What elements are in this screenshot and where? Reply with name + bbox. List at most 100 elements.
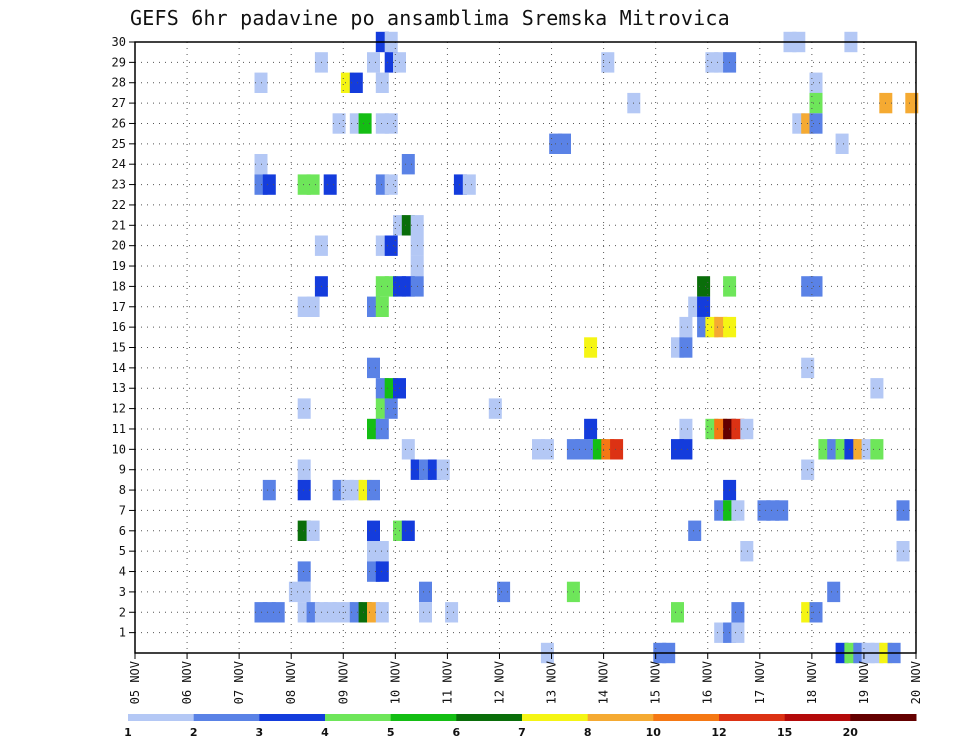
y-tick-label: 7 xyxy=(119,503,126,517)
heatmap-cell xyxy=(297,561,311,582)
heatmap-cell xyxy=(679,337,693,358)
heatmap-cell xyxy=(679,316,693,338)
y-tick-label: 28 xyxy=(112,76,126,90)
y-tick-label: 27 xyxy=(112,96,126,110)
y-tick-label: 19 xyxy=(112,259,126,273)
y-tick-label: 30 xyxy=(112,35,126,49)
heatmap-cell xyxy=(375,72,389,93)
heatmap-cell xyxy=(688,520,702,541)
y-tick-label: 1 xyxy=(119,626,126,640)
heatmap-cell xyxy=(905,92,919,114)
heatmap-cell xyxy=(679,439,693,460)
x-tick-label: 10 NOV xyxy=(388,661,402,704)
heatmap-cell xyxy=(601,52,615,73)
heatmap-cell xyxy=(323,174,337,195)
heatmap-cell xyxy=(262,174,276,195)
y-tick-label: 17 xyxy=(112,300,126,314)
heatmap-cell xyxy=(809,92,823,114)
heatmap-cell xyxy=(297,398,311,419)
x-tick-label: 18 NOV xyxy=(805,661,819,704)
legend-label: 15 xyxy=(777,726,792,739)
x-tick-label: 19 NOV xyxy=(857,661,871,704)
legend-swatch xyxy=(325,714,392,721)
legend-swatch xyxy=(390,714,457,721)
x-tick-label: 08 NOV xyxy=(284,661,298,704)
heatmap-cell xyxy=(870,439,884,460)
heatmap-cell xyxy=(419,602,432,623)
x-tick-label: 06 NOV xyxy=(180,661,194,704)
heatmap-cell xyxy=(462,174,476,195)
heatmap-cell xyxy=(297,459,311,480)
heatmap-cell xyxy=(375,561,389,582)
heatmap-cell xyxy=(827,581,841,603)
heatmap-cell xyxy=(835,133,849,154)
legend-swatch xyxy=(259,714,326,721)
y-tick-label: 13 xyxy=(112,381,126,395)
heatmap-cell xyxy=(540,439,554,460)
legend-label: 5 xyxy=(387,726,395,739)
heatmap-cell xyxy=(697,276,711,297)
y-tick-label: 20 xyxy=(112,239,126,253)
heatmap-cell xyxy=(809,602,823,623)
legend-label: 1 xyxy=(124,726,132,739)
y-tick-label: 2 xyxy=(119,605,126,619)
y-tick-label: 16 xyxy=(112,320,126,334)
legend-label: 7 xyxy=(518,726,526,739)
heatmap-cell xyxy=(445,602,459,623)
heatmap-cell xyxy=(367,520,380,541)
heatmap-cell xyxy=(306,174,320,195)
heatmap-cell xyxy=(384,174,398,195)
heatmap-cell xyxy=(731,602,745,623)
y-axis: 1234567891011121314151617181920212223242… xyxy=(112,35,135,640)
heatmap-cells xyxy=(254,31,919,664)
heatmap-cell xyxy=(297,479,311,501)
x-tick-label: 15 NOV xyxy=(649,661,663,704)
legend-label: 8 xyxy=(584,726,592,739)
heatmap-cell xyxy=(384,398,398,419)
x-tick-label: 16 NOV xyxy=(701,661,715,704)
y-tick-label: 5 xyxy=(119,544,126,558)
heatmap-cell xyxy=(584,418,598,440)
chart-title: GEFS 6hr padavine po ansamblima Sremska … xyxy=(130,6,730,30)
heatmap-cell xyxy=(375,541,389,562)
heatmap-cell xyxy=(809,113,823,134)
x-tick-label: 13 NOV xyxy=(545,661,559,704)
legend: 1 2 3 4 5 6 7 8 10 12 15 20 xyxy=(124,714,917,739)
heatmap-cell xyxy=(610,439,624,460)
x-tick-label: 05 NOV xyxy=(128,661,142,704)
heatmap-cell xyxy=(679,418,693,440)
heatmap-cell xyxy=(809,276,823,297)
heatmap-cell xyxy=(558,133,571,154)
x-tick-label: 09 NOV xyxy=(336,661,350,704)
y-tick-label: 23 xyxy=(112,178,126,192)
heatmap-cell xyxy=(775,500,789,521)
heatmap-cell xyxy=(384,235,398,256)
y-tick-label: 10 xyxy=(112,442,126,456)
legend-label: 12 xyxy=(711,726,726,739)
y-tick-label: 21 xyxy=(112,218,126,232)
legend-swatch xyxy=(456,714,523,721)
y-tick-label: 29 xyxy=(112,55,126,69)
y-tick-label: 15 xyxy=(112,341,126,355)
heatmap-cell xyxy=(262,479,276,501)
legend-swatch xyxy=(522,714,589,721)
legend-label: 2 xyxy=(190,726,198,739)
heatmap-cell xyxy=(271,602,285,623)
legend-label: 4 xyxy=(321,726,329,739)
heatmap-cell xyxy=(358,113,372,134)
heatmap-cell xyxy=(384,113,398,134)
legend-swatch xyxy=(128,714,195,721)
x-tick-label: 11 NOV xyxy=(440,661,454,704)
heatmap-cell xyxy=(367,479,380,501)
heatmap-cell xyxy=(731,500,745,521)
heatmap-cell xyxy=(375,418,389,440)
heatmap-cell xyxy=(297,581,311,603)
x-tick-label: 20 NOV xyxy=(909,661,923,704)
heatmap-cell xyxy=(401,154,415,175)
heatmap-cell xyxy=(697,296,711,317)
heatmap-cell xyxy=(306,296,320,317)
heatmap-cell xyxy=(497,581,511,603)
y-tick-label: 12 xyxy=(112,402,126,416)
y-tick-label: 6 xyxy=(119,524,126,538)
